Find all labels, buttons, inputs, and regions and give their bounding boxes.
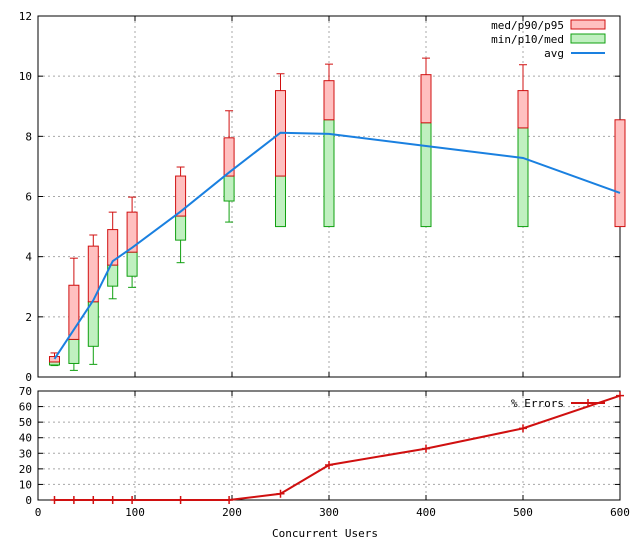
error-x-tick-label: 200 [222,506,242,519]
legend-swatch-lower-box [570,33,606,44]
legend-label: avg [544,47,564,60]
error-y-tick-label: 10 [19,478,32,491]
legend-swatch-upper-box [570,19,606,30]
lower-box [323,119,335,228]
error-rate-panel: 0 100 200 300 400 500 600 0 10 20 30 40 50 60 70 % Erro… [19,385,630,519]
error-point-marker [50,496,59,504]
error-x-tick-label: 600 [610,506,630,519]
lower-box [126,251,138,277]
error-y-tick-label: 40 [19,432,32,445]
upper-box [175,175,187,217]
legend-label: med/p90/p95 [491,19,564,32]
upper-box [68,284,80,340]
lower-box [175,215,187,241]
error-point-marker [422,444,430,453]
error-x-tick-label: 500 [513,506,533,519]
error-point-marker [276,489,285,498]
upper-box [323,80,335,121]
error-point-marker [616,391,624,400]
x-axis-title: Concurrent Users [272,527,378,540]
legend-label: % Errors [511,397,564,410]
upper-box [517,90,529,129]
error-point-marker [325,460,333,469]
error-y-tick-label: 70 [19,385,32,398]
error-x-tick-label: 100 [125,506,145,519]
avg-line [53,131,621,360]
lower-box [87,301,99,347]
error-point-marker [128,496,137,504]
error-y-tick-label: 60 [19,401,32,414]
lower-box [517,127,529,228]
error-point-marker [225,496,234,504]
error-point-marker [519,424,527,433]
lower-box [275,175,286,228]
upper-box [420,74,432,124]
error-x-tick-label: 300 [319,506,339,519]
error-point-marker [69,496,78,504]
error-point-marker [89,496,98,504]
upper-box [48,356,60,363]
lower-box [68,338,80,364]
box-y-tick-label: 6 [25,191,32,204]
legend-label: min/p10/med [491,33,564,46]
error-y-tick-label: 0 [25,494,32,507]
legend-swatch-errors-marker [584,399,592,407]
box-y-tick-label: 10 [19,70,32,83]
error-y-tick-label: 20 [19,463,32,476]
lower-box [420,122,432,228]
box-y-tick-label: 4 [25,251,32,264]
upper-box [223,137,235,177]
error-y-tick-label: 50 [19,416,32,429]
box-y-tick-label: 2 [25,311,32,324]
upper-box [107,229,119,266]
upper-box [126,211,138,253]
error-point-marker [108,496,117,504]
box-y-tick-label: 0 [25,371,32,384]
box-y-tick-label: 12 [19,10,32,23]
error-point-marker [176,496,185,504]
box-y-tick-label: 8 [25,130,32,143]
error-plot-border [37,390,621,501]
upper-box [614,119,626,228]
error-y-tick-label: 30 [19,447,32,460]
error-x-tick-label: 0 [35,506,42,519]
lower-box [223,175,235,202]
error-x-tick-label: 400 [416,506,436,519]
